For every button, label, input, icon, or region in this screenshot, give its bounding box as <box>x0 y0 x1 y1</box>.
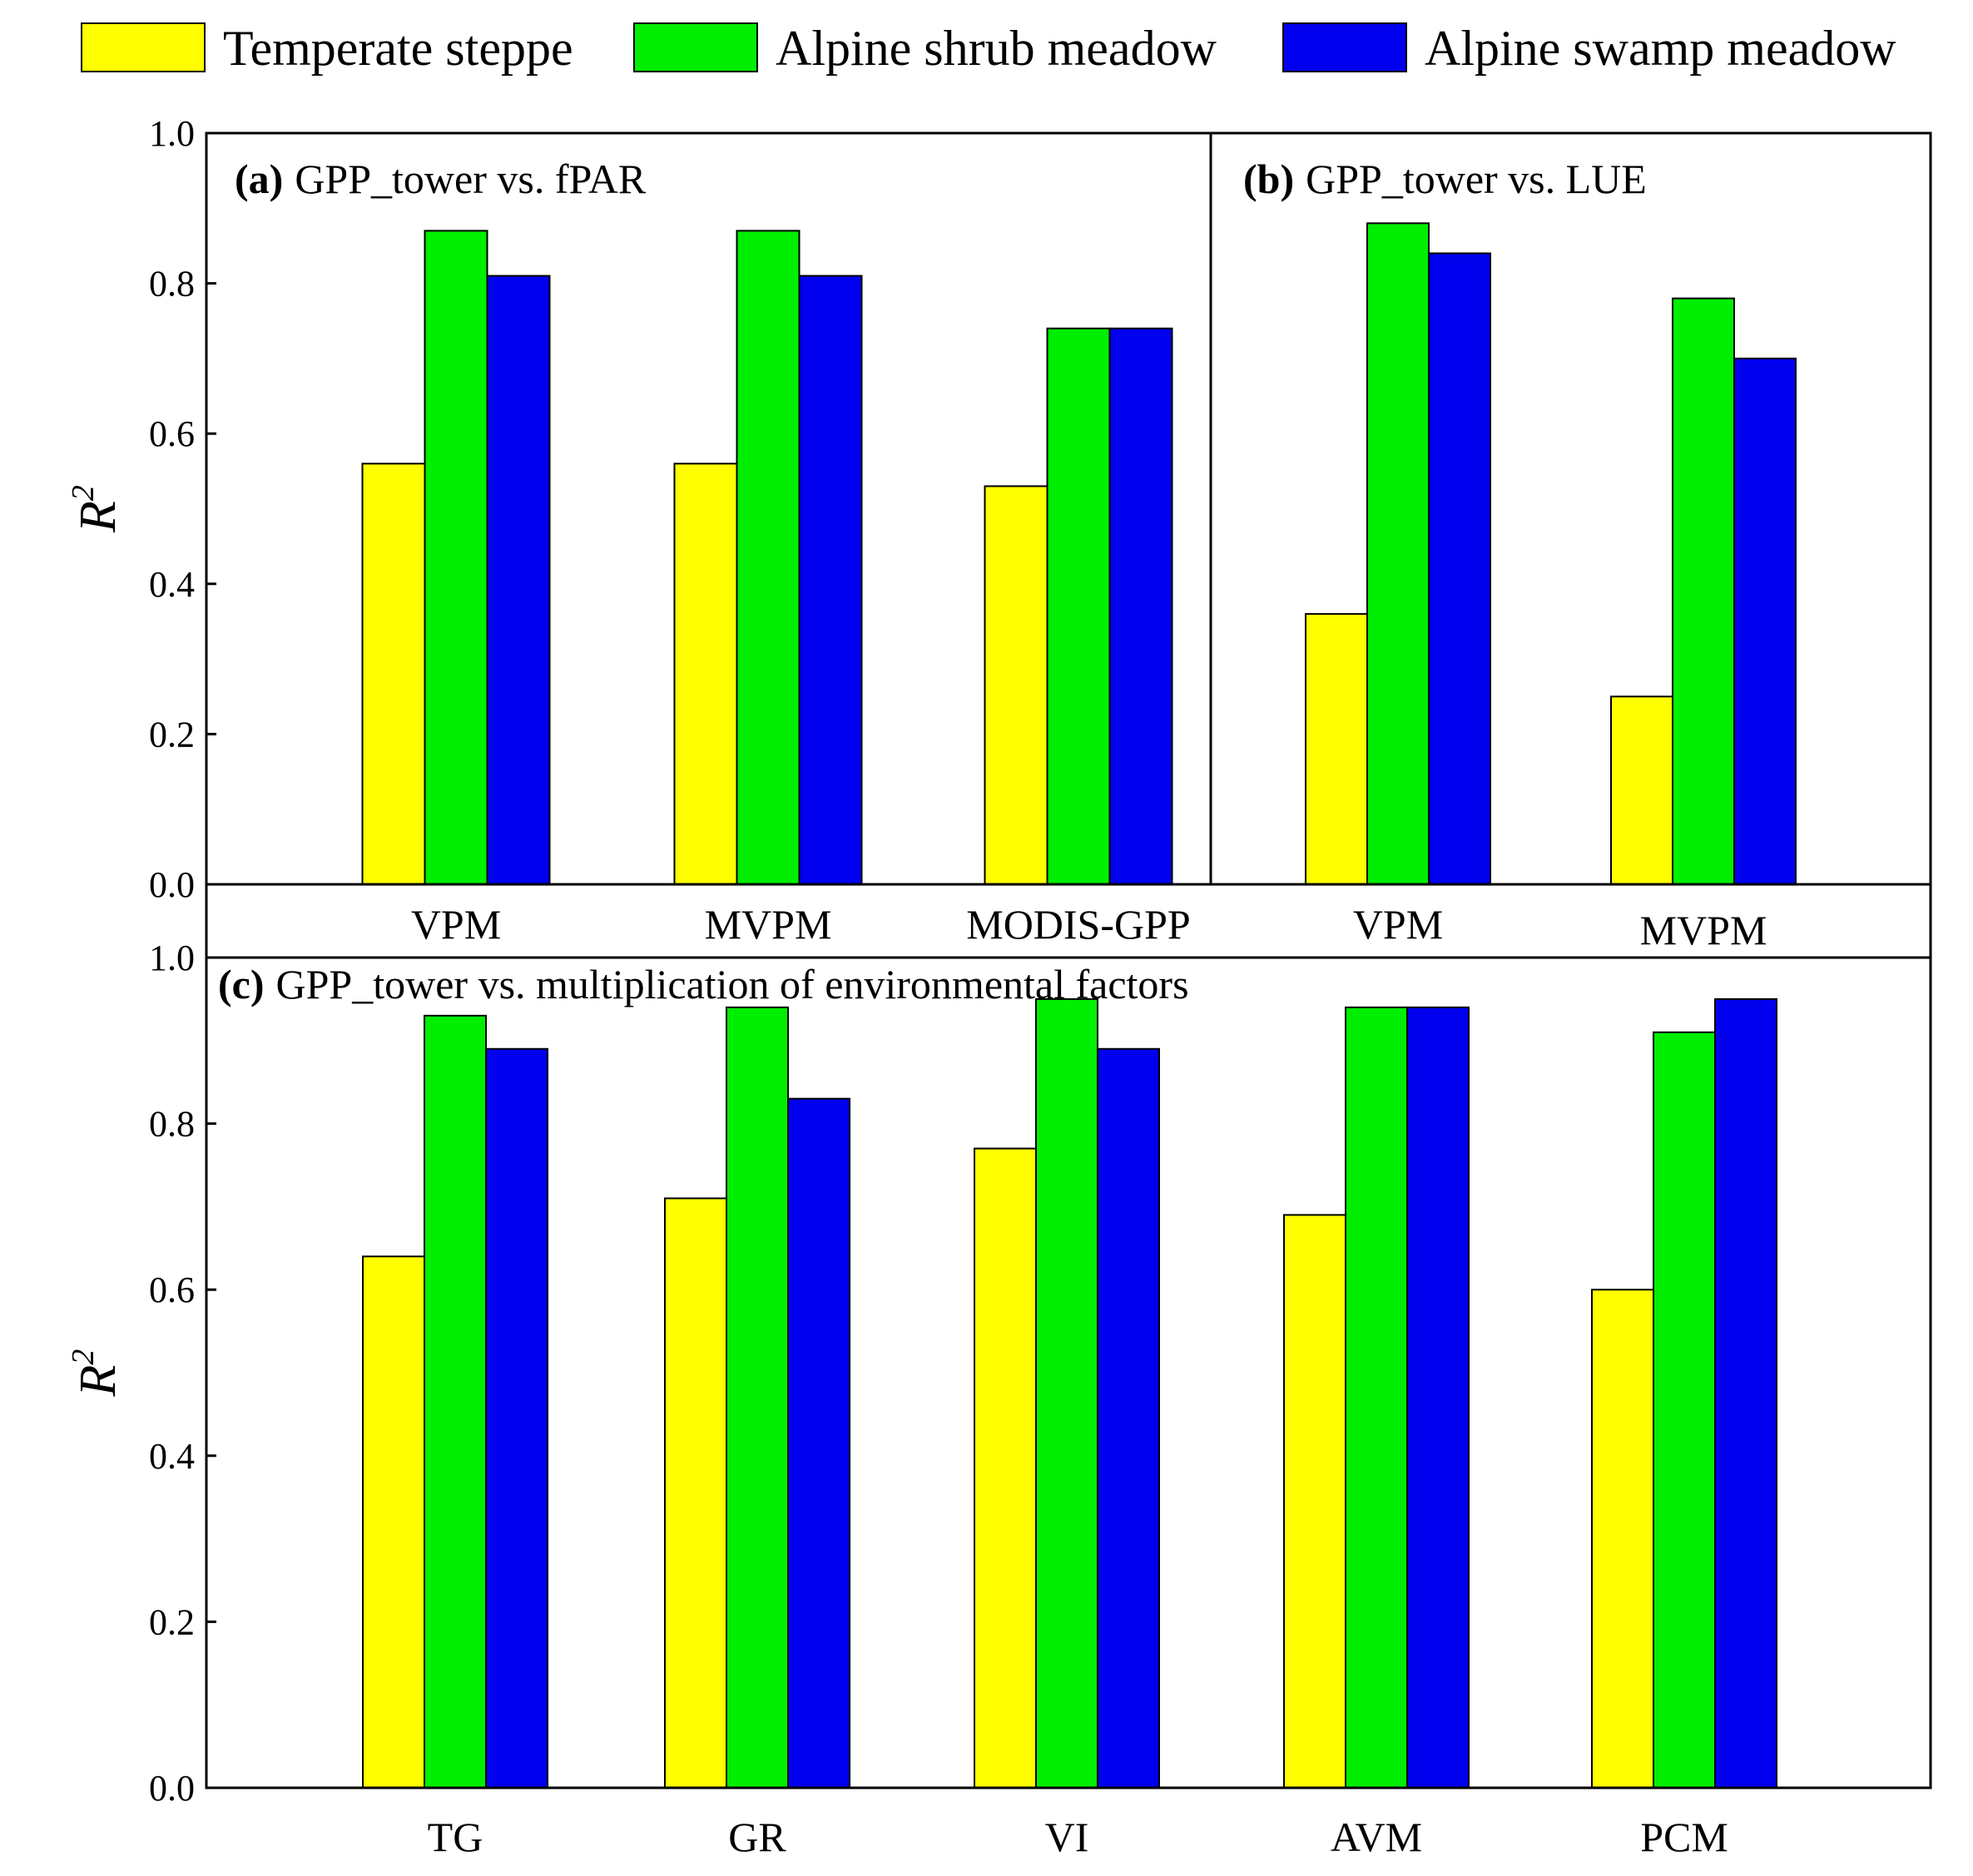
bar-c-pcm-s3 <box>1714 997 1777 1789</box>
y-tick-label-a-4: 0.8 <box>149 264 195 304</box>
bar-c-avm-s2 <box>1345 1006 1408 1789</box>
panel-title-text-b: GPP_tower vs. LUE <box>1306 156 1647 202</box>
category-label-a-1: VPM <box>411 901 501 948</box>
panel-tag-a: (a) <box>235 156 283 202</box>
category-label-c-1: TG <box>428 1814 483 1860</box>
bar-b-mvpm-s3 <box>1733 357 1797 885</box>
bar-b-mvpm-s2 <box>1672 297 1735 886</box>
bar-c-tg-s1 <box>362 1255 425 1789</box>
y-tick-label-c-4: 0.8 <box>149 1104 195 1145</box>
legend-swatch-1 <box>81 22 206 72</box>
bar-c-gr-s2 <box>726 1006 789 1789</box>
bar-b-vpm-s2 <box>1366 222 1430 885</box>
panel-a: VPM MVPM MODIS-GPP 0.0 0.2 0.4 0.6 0.8 1.0 R2 (a) G… <box>66 113 1212 948</box>
bar-a-vpm-s3 <box>486 275 551 885</box>
legend: Temperate steppe Alpine shrub meadow Alpin… <box>81 21 1896 76</box>
bar-a-modis-gpp-s1 <box>984 485 1048 885</box>
y-tick-label-c-1: 0.2 <box>149 1601 195 1642</box>
y-axis-title-a: R2 <box>66 485 126 533</box>
bar-b-mvpm-s1 <box>1610 695 1673 885</box>
legend-swatch-3 <box>1282 22 1407 72</box>
bar-b-vpm-s3 <box>1428 252 1491 886</box>
panel-frame-b <box>1209 131 1932 886</box>
bar-c-vi-s3 <box>1097 1047 1160 1789</box>
y-tick-label-a-3: 0.6 <box>149 413 195 454</box>
bar-a-mvpm-s1 <box>673 463 738 885</box>
y-tick-label-a-1: 0.2 <box>149 714 195 755</box>
bar-c-tg-s3 <box>485 1047 548 1789</box>
bar-a-vpm-s1 <box>361 463 426 885</box>
bar-c-tg-s2 <box>424 1014 487 1789</box>
legend-label-2: Alpine shrub meadow <box>776 21 1217 76</box>
y-tick-label-c-0: 0.0 <box>149 1768 195 1809</box>
category-label-c-4: AVM <box>1331 1814 1422 1860</box>
panel-c: TG GR VI AVM PCM 0.0 0.2 0.4 0.6 0.8 1.0 R2 (c) GPP_t… <box>66 938 1932 1860</box>
legend-label-1: Temperate steppe <box>223 21 573 76</box>
bar-a-mvpm-s2 <box>736 230 801 885</box>
panel-title-b: (b) GPP_tower vs. LUE <box>1243 156 1647 202</box>
bar-c-pcm-s1 <box>1591 1289 1654 1789</box>
bar-c-gr-s1 <box>664 1197 727 1789</box>
panel-title-a: (a) GPP_tower vs. fPAR <box>235 156 647 202</box>
y-tick-label-c-2: 0.4 <box>149 1436 195 1477</box>
y-tick-label-a-5: 1.0 <box>149 113 195 154</box>
y-tick-label-a-0: 0.0 <box>149 864 195 905</box>
panel-title-text-a: GPP_tower vs. fPAR <box>295 156 647 202</box>
legend-label-3: Alpine swamp meadow <box>1425 21 1896 76</box>
panel-title-c: (c) GPP_tower vs. multiplication of envir… <box>218 961 1189 1007</box>
category-label-c-3: VI <box>1045 1814 1089 1860</box>
y-tick-label-c-3: 0.6 <box>149 1270 195 1310</box>
y-axis-title-main: R <box>70 501 126 533</box>
bar-c-vi-s2 <box>1035 997 1098 1789</box>
panel-title-text-c: GPP_tower vs. multiplication of environm… <box>276 961 1189 1007</box>
panel-tag-b: (b) <box>1243 156 1294 202</box>
bar-c-avm-s1 <box>1283 1214 1346 1789</box>
bar-a-mvpm-s3 <box>798 275 863 885</box>
category-label-b-1: VPM <box>1353 901 1443 948</box>
panel-tag-c: (c) <box>218 961 265 1007</box>
bar-a-vpm-s2 <box>424 230 488 885</box>
y-axis-title-sup: 2 <box>66 485 101 501</box>
y-axis-title-c: R2 <box>66 1349 126 1398</box>
bar-c-avm-s3 <box>1406 1006 1470 1789</box>
legend-swatch-2 <box>633 22 758 72</box>
panel-frame-c <box>205 956 1932 1789</box>
y-tick-label-a-2: 0.4 <box>149 564 195 605</box>
category-label-b-2: MVPM <box>1640 907 1767 953</box>
category-label-a-2: MVPM <box>705 901 832 948</box>
bar-c-pcm-s2 <box>1653 1031 1716 1789</box>
y-axis-title-main: R <box>70 1365 126 1398</box>
bar-a-modis-gpp-s2 <box>1046 327 1111 885</box>
y-tick-label-c-5: 1.0 <box>149 938 195 978</box>
category-label-c-5: PCM <box>1640 1814 1728 1860</box>
y-axis-title-sup: 2 <box>66 1349 101 1365</box>
bar-a-modis-gpp-s3 <box>1108 327 1173 885</box>
panel-b: VPM MVPM (b) GPP_tower vs. LUE <box>1209 131 1932 953</box>
bar-b-vpm-s1 <box>1305 612 1368 885</box>
category-label-c-2: GR <box>728 1814 786 1860</box>
bar-c-gr-s3 <box>787 1097 850 1789</box>
bar-c-vi-s1 <box>974 1147 1037 1789</box>
category-label-a-3: MODIS-GPP <box>966 901 1191 948</box>
